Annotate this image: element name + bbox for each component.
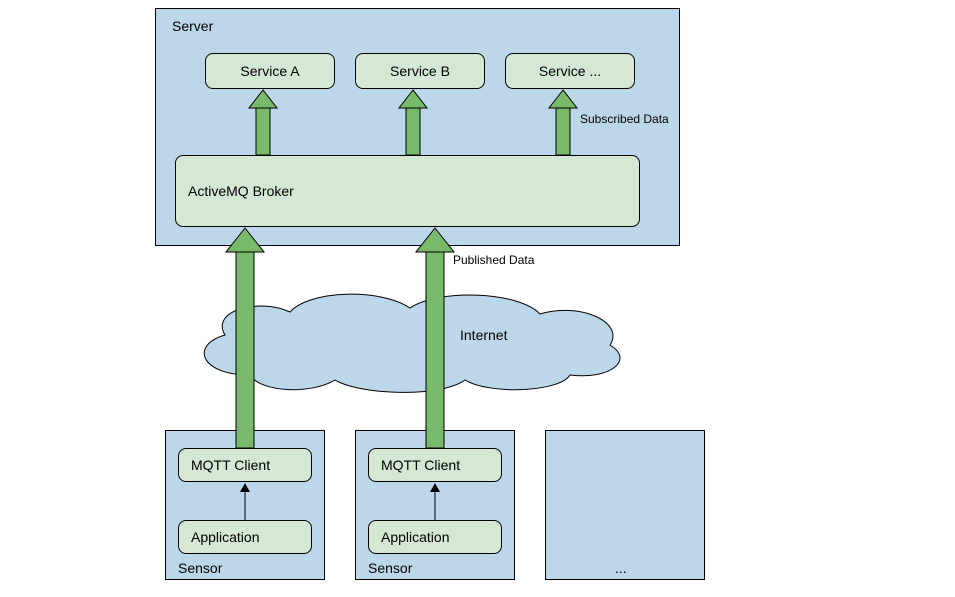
sensor-1-app-label: Application (191, 529, 260, 545)
internet-label: Internet (460, 327, 507, 343)
server-label: Server (172, 18, 213, 34)
service-etc-label: Service ... (539, 63, 601, 79)
sensor-1-mqtt-box: MQTT Client (178, 448, 312, 482)
service-b-label: Service B (390, 63, 450, 79)
sensor-1-label: Sensor (178, 560, 222, 576)
internet-cloud-icon (170, 280, 640, 400)
ellipsis-label: ... (615, 560, 627, 576)
service-a-label: Service A (240, 63, 299, 79)
service-a-box: Service A (205, 53, 335, 89)
service-etc-box: Service ... (505, 53, 635, 89)
ellipsis-container (545, 430, 705, 580)
broker-box: ActiveMQ Broker (175, 155, 640, 227)
sensor-1-mqtt-label: MQTT Client (191, 457, 270, 473)
sensor-2-mqtt-box: MQTT Client (368, 448, 502, 482)
sensor-1-app-box: Application (178, 520, 312, 554)
sensor-2-label: Sensor (368, 560, 412, 576)
sensor-2-app-label: Application (381, 529, 450, 545)
published-data-label: Published Data (453, 253, 534, 267)
sensor-2-mqtt-label: MQTT Client (381, 457, 460, 473)
subscribed-data-label: Subscribed Data (580, 112, 669, 126)
sensor-2-app-box: Application (368, 520, 502, 554)
service-b-box: Service B (355, 53, 485, 89)
broker-label: ActiveMQ Broker (188, 183, 294, 199)
